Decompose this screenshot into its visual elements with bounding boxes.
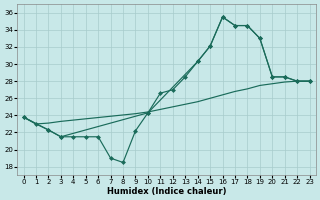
X-axis label: Humidex (Indice chaleur): Humidex (Indice chaleur) bbox=[107, 187, 226, 196]
